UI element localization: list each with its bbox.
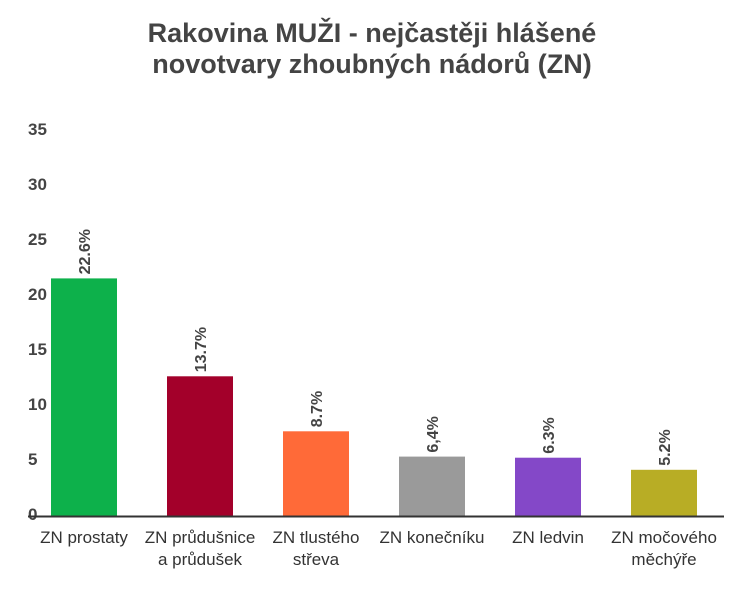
bar xyxy=(399,456,465,516)
x-tick-label: a průdušek xyxy=(158,550,243,569)
data-label: 6.3% xyxy=(541,417,558,453)
chart-title-line-1: Rakovina MUŽI - nejčastěji hlášené xyxy=(147,18,597,48)
x-tick-label: ZN průdušnice xyxy=(145,528,256,547)
bar xyxy=(631,469,697,516)
y-tick-label: 25 xyxy=(28,230,47,249)
bar xyxy=(51,278,117,516)
x-tick-label: střeva xyxy=(293,550,340,569)
y-tick-label: 30 xyxy=(28,175,47,194)
bar xyxy=(283,431,349,516)
x-tick-label: ZN ledvin xyxy=(512,528,584,547)
data-label: 13.7% xyxy=(193,327,210,372)
chart-title-line-2: novotvary zhoubných nádorů (ZN) xyxy=(152,49,592,79)
x-tick-label: ZN tlustého xyxy=(273,528,360,547)
y-tick-label: 15 xyxy=(28,340,47,359)
data-label: 5.2% xyxy=(657,429,674,465)
bar xyxy=(515,457,581,516)
x-tick-label: ZN konečníku xyxy=(380,528,485,547)
y-tick-label: 5 xyxy=(28,450,37,469)
x-tick-label: měchýře xyxy=(631,550,696,569)
y-tick-label: 10 xyxy=(28,395,47,414)
bar xyxy=(167,376,233,516)
y-tick-label: 0 xyxy=(28,505,37,524)
x-tick-label: ZN močového xyxy=(611,528,717,547)
x-tick-label: ZN prostaty xyxy=(40,528,128,547)
chart-title: Rakovina MUŽI - nejčastěji hlášené novot… xyxy=(0,18,744,80)
y-tick-label: 20 xyxy=(28,285,47,304)
data-label: 6,4% xyxy=(425,416,442,452)
y-tick-label: 35 xyxy=(28,120,47,139)
data-label: 22.6% xyxy=(77,229,94,274)
data-label: 8.7% xyxy=(309,391,326,427)
